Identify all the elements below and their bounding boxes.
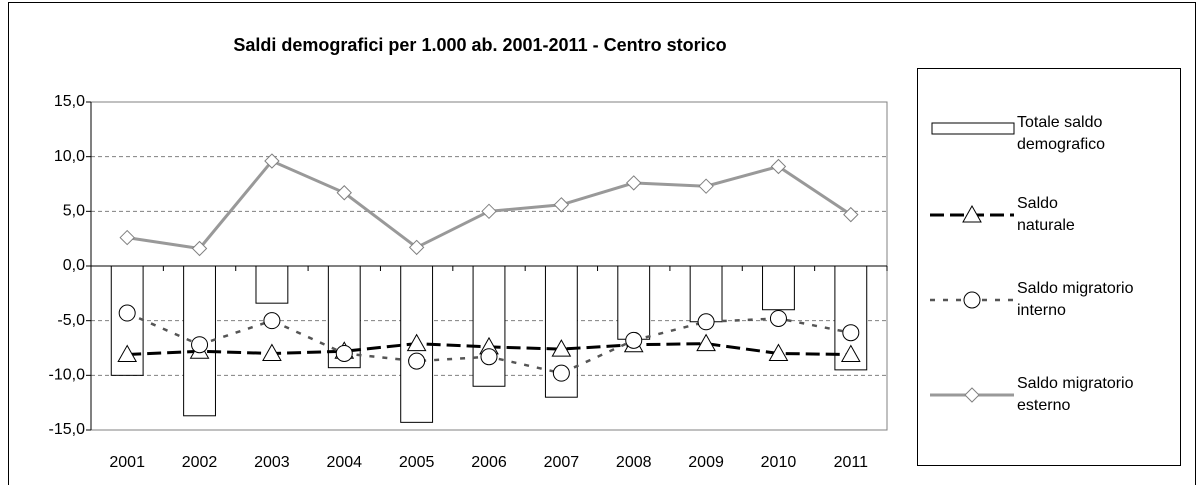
marker [625, 331, 643, 349]
bar [472, 265, 506, 387]
legend-label: Totale saldo demografico [1017, 114, 1106, 153]
legend-label: Saldo migratorio interno [1017, 280, 1134, 319]
legend-label: Saldo migratorio esterno [1017, 375, 1134, 414]
marker [119, 229, 135, 246]
x-tick-label: 2003 [254, 454, 290, 471]
marker [626, 175, 642, 191]
y-tick-label: 0,0 [63, 257, 85, 274]
x-tick-label: 2004 [326, 454, 362, 471]
marker [406, 333, 427, 352]
bar [762, 265, 795, 311]
marker [768, 343, 789, 361]
legend-item: Saldo migratorio interno [1017, 280, 1134, 319]
y-tick-label: 10,0 [54, 148, 85, 165]
marker [335, 344, 353, 362]
marker [770, 158, 787, 175]
marker [698, 178, 714, 194]
marker [336, 185, 352, 201]
x-tick-label: 2006 [471, 454, 507, 471]
x-tick-label: 2009 [688, 454, 724, 471]
y-tick-label: -5,0 [57, 312, 85, 329]
legend-swatch [931, 122, 1015, 135]
legend-item: Totale saldo demografico [1017, 114, 1106, 153]
x-tick-label: 2002 [182, 454, 218, 471]
marker [262, 343, 282, 361]
marker [840, 344, 861, 363]
legend-box [917, 68, 1181, 466]
marker [117, 344, 138, 363]
x-tick-label: 2011 [834, 454, 869, 471]
marker [191, 240, 208, 257]
marker [696, 333, 716, 352]
legend-item: Saldo naturale [1017, 195, 1075, 234]
bar [689, 265, 723, 323]
marker [697, 313, 715, 331]
marker [551, 339, 572, 357]
x-tick-label: 2010 [761, 454, 797, 471]
y-tick-label: -15,0 [49, 421, 86, 438]
x-tick-label: 2005 [399, 454, 435, 471]
x-tick-label: 2001 [109, 454, 145, 471]
marker [480, 348, 498, 366]
marker [264, 153, 280, 169]
y-tick-label: 15,0 [54, 93, 85, 110]
legend-item: Saldo migratorio esterno [1017, 375, 1134, 414]
bar [617, 265, 651, 340]
marker [553, 197, 570, 213]
marker [118, 304, 136, 322]
bar [255, 265, 289, 304]
marker [191, 336, 209, 354]
marker [843, 206, 859, 223]
x-tick-label: 2007 [544, 454, 580, 471]
marker [408, 352, 426, 370]
marker [963, 291, 981, 309]
x-tick-label: 2008 [616, 454, 652, 471]
marker [481, 203, 497, 220]
marker [263, 312, 281, 330]
y-tick-label: 5,0 [63, 203, 85, 220]
legend-label: Saldo naturale [1017, 195, 1075, 234]
marker [964, 387, 980, 403]
chart-title: Saldi demografici per 1.000 ab. 2001-201… [233, 35, 726, 55]
marker [769, 309, 787, 327]
marker [962, 204, 982, 223]
marker [842, 324, 860, 342]
marker [408, 239, 425, 256]
marker [552, 364, 570, 382]
y-tick-label: -10,0 [49, 367, 86, 384]
